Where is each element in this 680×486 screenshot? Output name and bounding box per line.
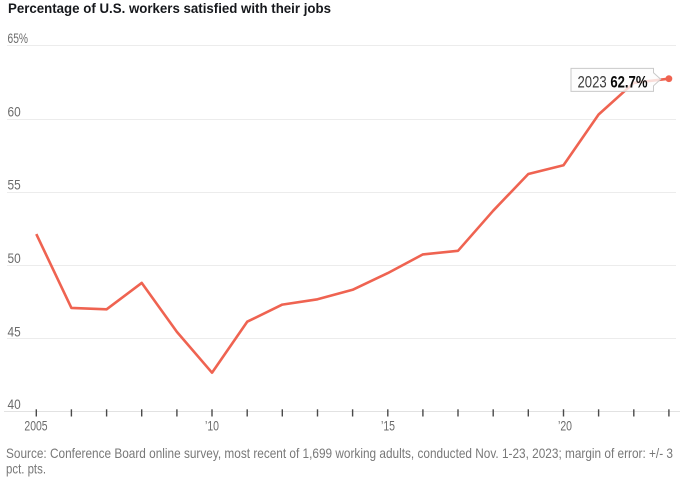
svg-text:45: 45 xyxy=(8,324,21,339)
svg-text:40: 40 xyxy=(8,397,21,412)
svg-text:2023 62.7%: 2023 62.7% xyxy=(578,74,648,92)
svg-text:50: 50 xyxy=(8,251,21,266)
svg-text:’20: ’20 xyxy=(558,419,572,434)
svg-text:Percentage of U.S. workers sat: Percentage of U.S. workers satisfied wit… xyxy=(8,1,331,16)
svg-text:’15: ’15 xyxy=(381,419,395,434)
svg-text:65%: 65% xyxy=(8,31,29,46)
svg-text:’10: ’10 xyxy=(205,419,219,434)
svg-text:2005: 2005 xyxy=(24,419,47,434)
svg-text:60: 60 xyxy=(8,104,21,119)
svg-text:Source: Conference Board onlin: Source: Conference Board online survey, … xyxy=(6,445,673,461)
svg-text:55: 55 xyxy=(8,178,21,193)
svg-text:pct. pts.: pct. pts. xyxy=(6,460,46,476)
